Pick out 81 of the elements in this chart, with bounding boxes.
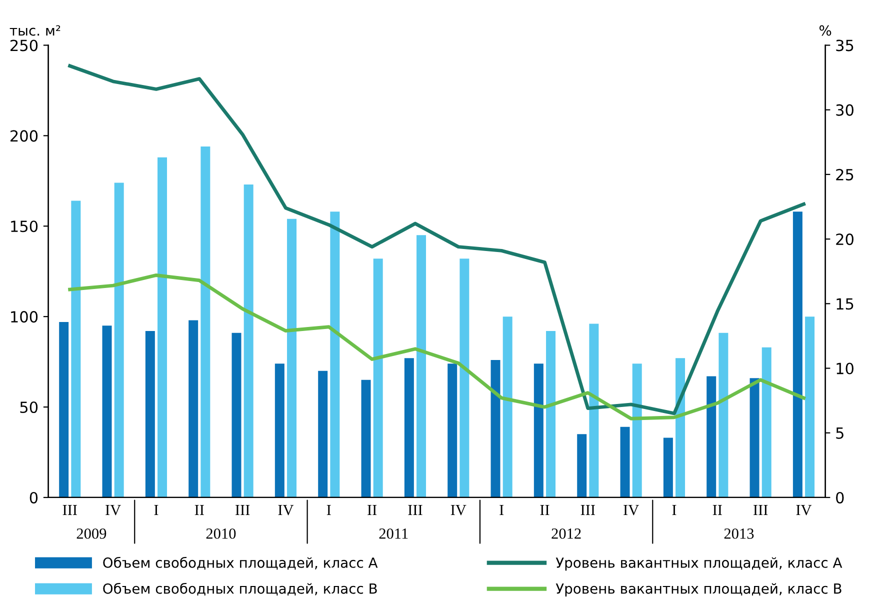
- x-tick-label: IV: [450, 505, 466, 516]
- bar: [620, 426, 630, 498]
- bar: [361, 380, 371, 498]
- y2-axis-title: %: [819, 25, 832, 36]
- bar: [490, 360, 500, 498]
- bar: [59, 322, 69, 498]
- bar: [102, 326, 112, 498]
- bar: [404, 358, 414, 498]
- bar: [762, 347, 772, 498]
- x-tick-label: III: [753, 505, 768, 516]
- x-tick-label: II: [368, 505, 377, 516]
- bar: [200, 146, 210, 498]
- x-tick-label: III: [580, 505, 595, 516]
- x-tick-label: III: [62, 505, 77, 516]
- bar: [632, 364, 642, 498]
- bar: [448, 364, 458, 498]
- bar: [71, 200, 81, 498]
- bar: [158, 157, 168, 498]
- y-tick-label: 200: [10, 130, 38, 142]
- y-tick-label: 150: [11, 220, 38, 232]
- bar: [274, 364, 284, 498]
- x-tick-label: III: [408, 505, 422, 516]
- bar: [114, 182, 124, 498]
- x-tick-label: IV: [278, 505, 294, 516]
- y2-tick-label: 10: [836, 362, 854, 374]
- line-series: [68, 273, 806, 420]
- x-tick-label: I: [500, 505, 504, 516]
- text: 2011: [379, 528, 408, 539]
- bar: [145, 331, 155, 498]
- bar: [232, 332, 242, 498]
- y2-tick-label: 0: [836, 492, 844, 504]
- x-tick-label: I: [326, 505, 331, 516]
- legend-label: Уровень вакантных площадей, класс В: [556, 583, 842, 597]
- y-tick-label: 50: [20, 401, 38, 414]
- bar: [460, 258, 470, 498]
- y-tick-label: 250: [10, 40, 38, 52]
- x-tick-label: IV: [624, 505, 639, 516]
- bar: [546, 331, 556, 498]
- legend-label: Объем свободных площадей, класс В: [103, 582, 377, 596]
- x-tick-label: I: [672, 505, 676, 516]
- y2-tick-label: 30: [836, 104, 854, 116]
- legend-label: Уровень вакантных площадей, класс А: [556, 557, 842, 571]
- bar: [373, 258, 383, 498]
- bar: [718, 332, 728, 498]
- text: 2013: [724, 528, 754, 539]
- bar: [330, 212, 340, 498]
- x-tick-label: IV: [796, 505, 812, 516]
- text: 2010: [206, 528, 236, 539]
- bar: [534, 364, 544, 498]
- bar: [502, 316, 512, 498]
- y-axis-title: тыс. м²: [10, 25, 60, 36]
- x-tick-label: IV: [106, 505, 121, 516]
- x-tick-label: II: [712, 505, 722, 516]
- legend-label: Объем свободных площадей, класс А: [103, 556, 378, 570]
- bar: [589, 324, 599, 498]
- bar: [416, 235, 426, 498]
- y2-tick-label: 20: [836, 234, 854, 246]
- line-series: [68, 64, 806, 416]
- y2-tick-label: 5: [836, 428, 844, 439]
- bar: [706, 376, 716, 498]
- y-tick-label: 100: [11, 311, 38, 323]
- x-tick-label: II: [194, 505, 204, 516]
- x-tick-label: III: [235, 505, 250, 516]
- y2-tick-label: 15: [836, 298, 854, 310]
- bar: [318, 370, 328, 498]
- y2-tick-label: 25: [836, 168, 854, 180]
- x-tick-label: II: [540, 505, 550, 516]
- bar: [188, 320, 198, 498]
- bar: [663, 438, 673, 498]
- bar: [792, 212, 802, 498]
- bar: [750, 378, 760, 498]
- bar: [287, 218, 297, 498]
- text: 2009: [76, 528, 106, 539]
- text: 2012: [552, 528, 581, 539]
- bar: [805, 316, 815, 498]
- y-tick-label: 0: [30, 492, 38, 504]
- bar: [577, 434, 587, 498]
- bar: [244, 184, 254, 498]
- x-tick-label: I: [154, 505, 158, 516]
- bar: [676, 358, 686, 498]
- y2-tick-label: 35: [836, 40, 854, 52]
